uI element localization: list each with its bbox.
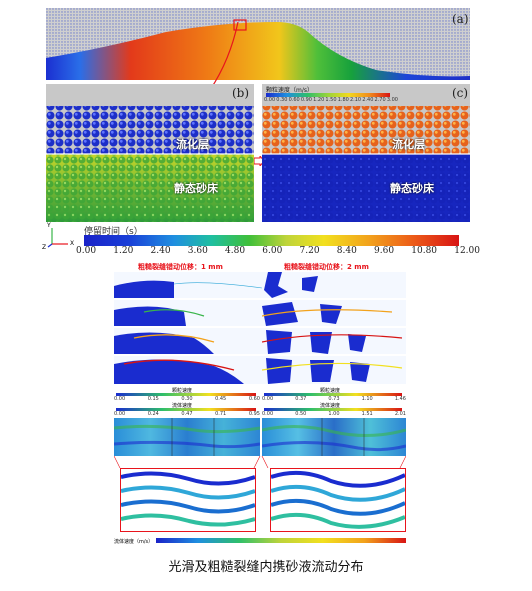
rough-left-particle-tick: 0.00: [114, 396, 126, 402]
panel-a-label: (a): [452, 12, 469, 26]
rough-right-fluid-ticks: 0.00 0.50 1.00 1.51 2.01: [262, 411, 406, 417]
residence-tick: 8.40: [336, 246, 357, 256]
velocity-colorbar: [266, 93, 390, 97]
velocity-tick: 1.20: [313, 97, 325, 103]
fluidized-label-b: 流化层: [176, 138, 209, 151]
rough-left-particle-legend: 颗粒速度: [172, 388, 193, 394]
rough-left-flow-panels: [114, 272, 262, 386]
panel-b: 流化层 静态砂床: [46, 84, 254, 222]
velocity-tick: 0.30: [276, 97, 288, 103]
rough-right-particle-tick: 0.73: [328, 396, 340, 402]
velocity-tick: 2.70: [374, 97, 386, 103]
residence-tick: 0.00: [76, 246, 97, 256]
fluidized-layer-c: [262, 106, 470, 222]
fluidized-label-c: 流化层: [392, 138, 425, 151]
velocity-tick: 0.90: [300, 97, 312, 103]
residence-tick: 3.60: [187, 246, 208, 256]
static-bed-label-b: 静态砂床: [174, 182, 218, 195]
velocity-tick: 2.10: [349, 97, 362, 103]
rough-right-fluid-bar: [264, 408, 402, 411]
rough-left-fluid-tick: 0.24: [147, 411, 159, 417]
rough-left-slice-4: [114, 356, 262, 384]
rough-left-fluid-tick: 0.95: [248, 411, 260, 417]
rough-right-fluid-tick: 0.00: [262, 411, 274, 417]
bottom-fluid-colorbar: [156, 538, 406, 543]
residence-tick: 9.60: [374, 246, 395, 256]
rough-left-particle-ticks: 0.00 0.15 0.30 0.45 0.60: [114, 396, 260, 402]
residence-tick: 10.80: [411, 246, 438, 256]
rough-right-particle-bar: [264, 393, 402, 396]
rough-left-particle-bar: [116, 393, 256, 396]
rough-right-particle-tick: 1.46: [394, 396, 406, 402]
rough-left-particle-tick: 0.45: [215, 396, 227, 402]
static-bed-label-c: 静态砂床: [390, 182, 434, 195]
residence-tick: 6.00: [262, 246, 283, 256]
rough-right-fluid-legend: 流体速度: [320, 403, 341, 409]
rough-left-slice-3: [114, 328, 262, 354]
velocity-tick: 3.00: [386, 97, 398, 103]
rough-right-velocity-field: [262, 418, 406, 456]
rough-right-streamlines: [270, 468, 406, 532]
rough-left-fluid-tick: 0.00: [114, 411, 126, 417]
velocity-tick: 0.00: [264, 97, 276, 103]
rough-left-particle-tick: 0.60: [248, 396, 260, 402]
rough-right-title: 粗糙裂缝错动位移：2 mm: [284, 263, 369, 271]
panel-c: 颗粒速度（m/s） 0.00 0.30 0.60 0.90 1.20 1.50 …: [262, 84, 470, 222]
velocity-legend-title: 颗粒速度（m/s）: [266, 87, 313, 94]
rough-right-slice-2: [262, 300, 406, 326]
rough-right-particle-tick: 0.00: [262, 396, 274, 402]
rough-right-fluid-tick: 0.50: [295, 411, 307, 417]
residence-tick: 1.20: [113, 246, 134, 256]
rough-left-title: 粗糙裂缝错动位移：1 mm: [138, 263, 223, 271]
bottom-fluid-legend-title: 流体速度（m/s）: [114, 539, 154, 545]
figure-caption: 光滑及粗糙裂缝内携砂液流动分布: [168, 560, 364, 575]
residence-tick: 7.20: [299, 246, 320, 256]
rough-right-particle-tick: 1.10: [361, 396, 373, 402]
velocity-ticks: 0.00 0.30 0.60 0.90 1.20 1.50 1.80 2.10 …: [264, 97, 398, 103]
axis-x-label: X: [70, 240, 75, 247]
rough-left-fluid-tick: 0.71: [215, 411, 227, 417]
residence-tick: 2.40: [150, 246, 171, 256]
rough-left-velocity-field: [114, 418, 260, 456]
velocity-tick: 0.60: [288, 97, 300, 103]
rough-right-fluid-tick: 1.00: [328, 411, 340, 417]
axis-y-label: Y: [47, 222, 51, 229]
fluidized-layer-b: [46, 84, 254, 222]
rough-left-slice-2: [114, 300, 262, 326]
axis-triad: [47, 228, 68, 248]
panel-c-label: (c): [452, 86, 469, 100]
rough-right-fluid-tick: 2.01: [394, 411, 406, 417]
rough-left-fluid-legend: 流体速度: [172, 403, 193, 409]
axis-z-label: Z: [42, 244, 47, 251]
rough-right-particle-tick: 0.37: [295, 396, 307, 402]
velocity-tick: 1.50: [325, 97, 337, 103]
rough-right-slice-4: [262, 356, 406, 384]
rough-left-fluid-tick: 0.47: [181, 411, 193, 417]
residence-legend-title: 停留时间（s）: [84, 227, 143, 237]
rough-right-flow-panels: [262, 272, 406, 386]
rough-left-particle-tick: 0.30: [181, 396, 193, 402]
panel-a: [46, 8, 470, 80]
residence-tick: 12.00: [454, 246, 480, 256]
rough-right-particle-ticks: 0.00 0.37 0.73 1.10 1.46: [262, 396, 406, 402]
residence-colorbar: [84, 235, 459, 246]
rough-left-slice-1: [114, 272, 262, 298]
rough-left-fluid-ticks: 0.00 0.24 0.47 0.71 0.95: [114, 411, 260, 417]
rough-right-slice-3: [262, 328, 406, 354]
rough-left-fluid-bar: [116, 408, 256, 411]
rough-right-fluid-tick: 1.51: [361, 411, 373, 417]
rough-left-particle-tick: 0.15: [147, 396, 159, 402]
rough-left-streamlines: [120, 468, 256, 532]
zoom-lines: [114, 456, 406, 468]
residence-tick: 4.80: [225, 246, 246, 256]
panel-b-label: (b): [232, 86, 250, 100]
velocity-tick: 1.80: [337, 97, 349, 103]
rough-right-particle-legend: 颗粒速度: [320, 388, 341, 394]
rough-right-slice-1: [262, 272, 406, 298]
residence-ticks: 0.00 1.20 2.40 3.60 4.80 6.00 7.20 8.40 …: [76, 246, 480, 256]
sand-dune-simulation: [46, 8, 470, 80]
velocity-tick: 2.40: [362, 97, 374, 103]
